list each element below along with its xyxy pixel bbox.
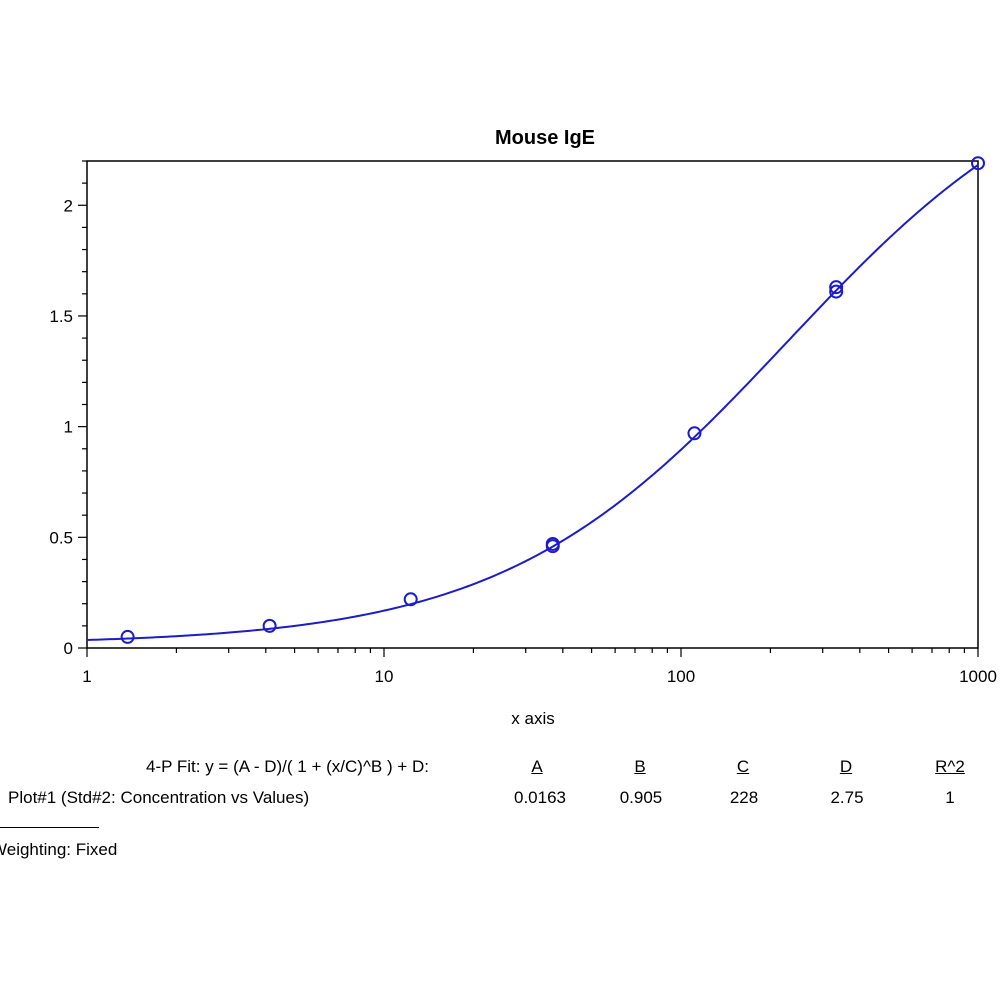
data-point — [262, 618, 277, 633]
param-header-d: D — [839, 757, 853, 776]
fit-curve — [86, 164, 979, 641]
data-point — [403, 592, 418, 607]
y-tick-label: 1.5 — [49, 307, 73, 326]
y-tick-label: 0 — [64, 639, 73, 658]
data-points — [120, 156, 985, 644]
param-header-b: B — [634, 757, 646, 776]
weighting-divider — [0, 827, 99, 828]
weighting-label: Weighting: Fixed — [0, 840, 118, 859]
x-tick-label: 1000 — [959, 667, 997, 686]
axes: 0 0.5 1 1.5 2 1 10 100 1000 — [49, 160, 997, 686]
param-header-c: C — [736, 757, 750, 776]
data-point — [687, 426, 702, 441]
weighting-box: Weighting: Fixed — [0, 840, 200, 864]
x-tick-label: 100 — [667, 667, 695, 686]
plot-frame — [86, 160, 979, 649]
data-point — [545, 536, 560, 551]
x-tick-label: 10 — [375, 667, 394, 686]
param-header-a: A — [531, 757, 543, 776]
param-value-a: 0.0163 — [514, 788, 566, 807]
plot-row-label: Plot#1 (Std#2: Concentration vs Values) — [8, 788, 310, 807]
x-tick-label: 1 — [82, 667, 91, 686]
param-value-b: 0.905 — [619, 788, 663, 807]
y-tick-label: 0.5 — [49, 528, 73, 547]
data-point — [829, 284, 844, 299]
param-value-d: 2.75 — [830, 788, 864, 807]
y-tick-label: 1 — [64, 418, 73, 437]
data-point — [829, 280, 844, 295]
param-value-r2: 1 — [945, 788, 955, 807]
y-tick-label: 2 — [64, 196, 73, 215]
chart-title: Mouse IgE — [495, 127, 595, 149]
fit-curve-layer — [86, 164, 979, 641]
data-point — [971, 156, 985, 171]
param-value-c: 228 — [729, 788, 759, 807]
param-header-r2: R^2 — [935, 757, 965, 776]
x-axis-title: x axis — [511, 709, 554, 728]
fit-formula: 4-P Fit: y = (A - D)/( 1 + (x/C)^B ) + D… — [146, 757, 430, 776]
data-point — [120, 629, 135, 644]
